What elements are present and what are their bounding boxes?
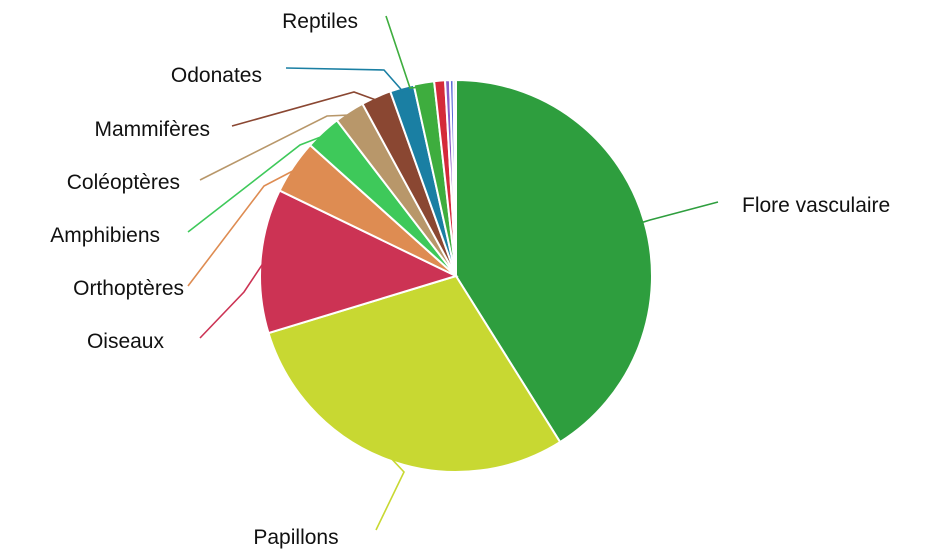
connector-coleopteres bbox=[199, 114, 352, 181]
slice-labels: Flore vasculaire Papillons Oiseaux Orthoptè… bbox=[50, 10, 890, 549]
pie-slices bbox=[259, 78, 653, 473]
connector-reptiles bbox=[385, 15, 425, 89]
connector-papillons bbox=[375, 455, 405, 531]
label-connectors bbox=[187, 15, 719, 531]
connector-oiseaux bbox=[199, 260, 266, 339]
label-coleopteres: Coléoptères bbox=[67, 171, 180, 194]
connector-mammiferes bbox=[231, 91, 378, 127]
pie-slice-papillons bbox=[267, 274, 562, 473]
label-orthopteres: Orthoptères bbox=[73, 277, 184, 300]
pie-slice-oiseaux bbox=[259, 189, 459, 335]
connector-odonates bbox=[285, 67, 404, 93]
connector-amphibiens bbox=[187, 134, 326, 233]
connector-orthopteres bbox=[187, 168, 297, 287]
label-flore-vasculaire: Flore vasculaire bbox=[742, 194, 890, 217]
label-reptiles: Reptiles bbox=[282, 10, 358, 33]
pie-slice-minor-12 bbox=[452, 78, 457, 277]
label-papillons: Papillons bbox=[253, 526, 338, 549]
label-oiseaux: Oiseaux bbox=[87, 330, 165, 353]
label-odonates: Odonates bbox=[171, 64, 262, 87]
label-amphibiens: Amphibiens bbox=[50, 224, 160, 247]
label-mammiferes: Mammifères bbox=[94, 118, 210, 141]
connector-flore-vasculaire bbox=[640, 201, 719, 224]
